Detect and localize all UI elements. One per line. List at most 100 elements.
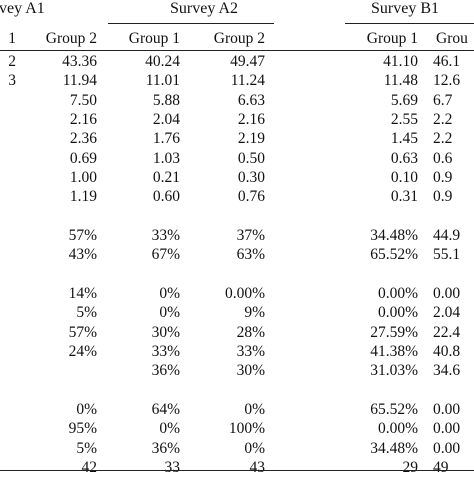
table-cell: 34.6: [433, 362, 461, 379]
table-cell: 0.00%: [224, 285, 265, 302]
group-header-col1: Group 2: [45, 30, 97, 47]
table-cell: 0%: [76, 401, 97, 418]
table-cell: 95%: [68, 420, 97, 437]
table-cell: 0%: [244, 440, 265, 457]
table-cell: 36%: [151, 440, 180, 457]
table-cell: 0.00: [433, 401, 461, 418]
group-header-col4: Group 1: [366, 30, 418, 47]
table-cell: 100%: [228, 420, 265, 437]
table-cell: 0%: [159, 285, 180, 302]
table-cell: 55.1: [433, 246, 461, 263]
table-cell: 11.01: [145, 72, 180, 89]
table-cell: 44.9: [433, 227, 461, 244]
table-cell: 5.69: [390, 92, 418, 109]
table-cell: 2.16: [237, 111, 265, 128]
table-cell: 29: [402, 459, 419, 476]
table-cell: 33: [164, 459, 181, 476]
table-cell: 6.7: [433, 92, 453, 109]
table-cell: 65.52%: [370, 401, 418, 418]
table-cell: 1.19: [69, 188, 97, 205]
table-cell: 2.55: [390, 111, 418, 128]
table-cell: 9%: [244, 304, 265, 321]
table-cell: 2.36: [69, 130, 97, 147]
table-cell: 7.50: [69, 92, 97, 109]
table-cell: 30%: [236, 362, 265, 379]
table-cell: 43.36: [62, 53, 97, 70]
table-cell: 63%: [236, 246, 265, 263]
table-cell: 65.52%: [370, 246, 418, 263]
table-cell: 11.94: [62, 72, 97, 89]
table-cell: 0.21: [152, 169, 180, 186]
table-cell: 0.10: [390, 169, 418, 186]
group-header-col0: 1: [8, 30, 16, 47]
table-cell: 2.19: [237, 130, 265, 147]
table-cell: 0.69: [69, 150, 97, 167]
table-cell: 41.38%: [370, 343, 418, 360]
table-cell: 2.04: [433, 304, 461, 321]
table-cell: 0.00: [433, 440, 461, 457]
survey-a1-header: vey A1: [0, 0, 45, 17]
table-cell: 40.8: [433, 343, 461, 360]
survey-b1-header: Survey B1: [371, 0, 439, 17]
table-cell: 0%: [159, 420, 180, 437]
table-cell: 1.76: [152, 130, 180, 147]
table-cell: 33%: [151, 227, 180, 244]
table-cell: 31.03%: [370, 362, 418, 379]
table-cell: 37%: [236, 227, 265, 244]
bottom-rule: [0, 470, 474, 471]
table-cell: 0.00%: [377, 285, 418, 302]
table-cell: 1.00: [69, 169, 97, 186]
table-cell: 34.48%: [370, 440, 418, 457]
table-cell: 30%: [151, 324, 180, 341]
table-cell: 49.47: [230, 53, 265, 70]
survey-a2-underline: [108, 23, 274, 24]
table-cell: 0.9: [433, 188, 453, 205]
group-header-col2: Group 1: [128, 30, 180, 47]
table-cell: 0.63: [390, 150, 418, 167]
table-cell: 2.2: [433, 130, 453, 147]
table-cell: 24%: [68, 343, 97, 360]
table-cell: 0.30: [237, 169, 265, 186]
table-cell: 0.9: [433, 169, 453, 186]
table-cell: 67%: [151, 246, 180, 263]
table-cell: 33%: [236, 343, 265, 360]
table-cell: 22.4: [433, 324, 461, 341]
table-cell: 3: [8, 72, 16, 89]
table-cell: 57%: [68, 227, 97, 244]
table-cell: 0.00%: [377, 420, 418, 437]
table-cell: 49: [433, 459, 449, 476]
table-cell: 0.31: [390, 188, 418, 205]
table-cell: 14%: [68, 285, 97, 302]
survey-b1-underline: [345, 23, 474, 24]
table-cell: 1.03: [152, 150, 180, 167]
table-cell: 12.6: [433, 72, 461, 89]
table-cell: 43%: [68, 246, 97, 263]
table-cell: 0%: [159, 304, 180, 321]
survey-a2-header: Survey A2: [170, 0, 238, 17]
group-header-col5: Grou: [436, 30, 468, 47]
table-cell: 43: [249, 459, 266, 476]
table-cell: 5%: [76, 304, 97, 321]
table-cell: 0.50: [237, 150, 265, 167]
table-cell: 0.60: [152, 188, 180, 205]
table-cell: 0.00%: [377, 304, 418, 321]
table-cell: 2.2: [433, 111, 453, 128]
table-cell: 28%: [236, 324, 265, 341]
table-cell: 5.88: [152, 92, 180, 109]
table-cell: 2.04: [152, 111, 180, 128]
table-cell: 6.63: [237, 92, 265, 109]
table-cell: 34.48%: [370, 227, 418, 244]
table-cell: 40.24: [145, 53, 180, 70]
table-cell: 0.00: [433, 285, 461, 302]
table-cell: 0%: [244, 401, 265, 418]
table-cell: 64%: [151, 401, 180, 418]
table-cell: 0.00: [433, 420, 461, 437]
table-cell: 33%: [151, 343, 180, 360]
table-cell: 11.24: [230, 72, 265, 89]
table-cell: 41.10: [383, 53, 418, 70]
table-cell: 11.48: [383, 72, 418, 89]
table-cell: 2: [8, 53, 16, 70]
table-cell: 36%: [151, 362, 180, 379]
table-cell: 0.76: [237, 188, 265, 205]
table-cell: 2.16: [69, 111, 97, 128]
